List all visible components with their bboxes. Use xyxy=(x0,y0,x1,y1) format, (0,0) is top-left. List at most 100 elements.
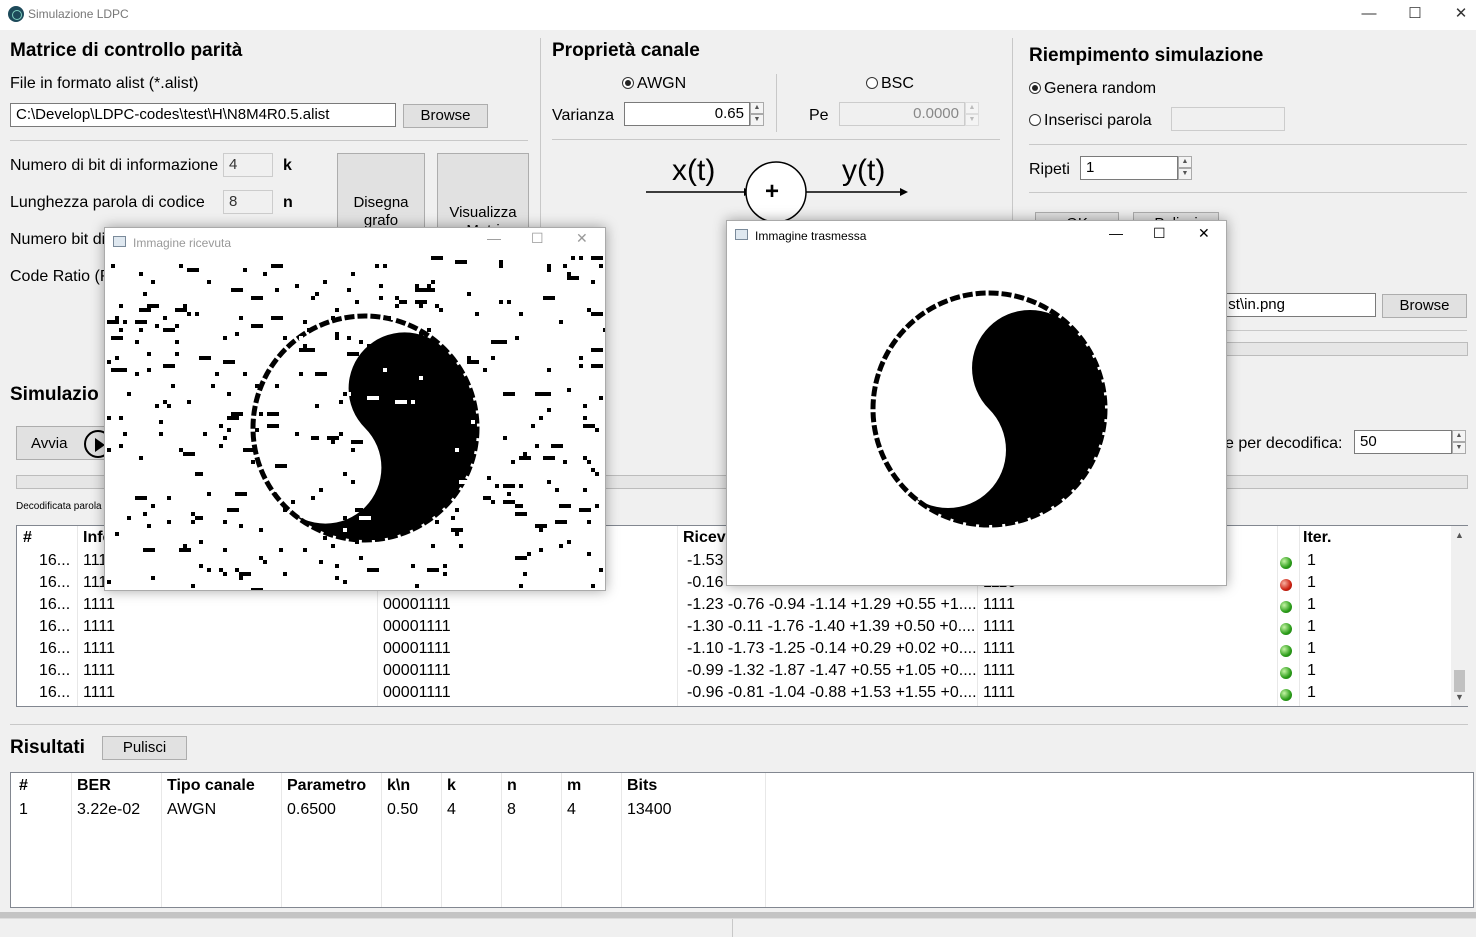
results-header: k xyxy=(447,777,456,794)
received-image-window[interactable]: Immagine ricevuta — ☐ ✕ xyxy=(104,227,606,591)
adder-icon: + xyxy=(765,178,780,205)
results-header: # xyxy=(19,777,28,794)
window-icon xyxy=(735,229,748,240)
results-header: Parametro xyxy=(287,777,367,794)
repeat-up-icon[interactable]: ▲ xyxy=(1178,156,1192,168)
results-cell: 4 xyxy=(447,801,456,818)
matrix-title: Matrice di controllo parità xyxy=(10,40,243,61)
alist-path-input[interactable]: C:\Develop\LDPC-codes\test\H\N8M4R0.5.al… xyxy=(10,103,396,127)
maximize-icon[interactable]: ☐ xyxy=(531,230,544,246)
minimize-icon[interactable]: — xyxy=(487,230,501,246)
cell-info: 1111 xyxy=(83,640,116,657)
variance-up-icon[interactable]: ▲ xyxy=(750,102,764,114)
decoded-word-label: Decodificata parola xyxy=(16,501,102,512)
iterations-input[interactable]: 50 xyxy=(1354,430,1452,454)
success-led-icon xyxy=(1280,667,1292,679)
pe-input: 0.0000 xyxy=(839,102,965,126)
table-scrollbar[interactable]: ▲ ▼ xyxy=(1451,526,1468,706)
results-title: Risultati xyxy=(10,737,85,758)
cell-info: 111 xyxy=(83,552,108,569)
channel-diagram xyxy=(646,161,908,223)
iterations-down-icon[interactable]: ▼ xyxy=(1452,442,1466,454)
cell-num: 16... xyxy=(39,552,71,569)
start-button[interactable]: Avvia xyxy=(16,426,116,460)
close-icon[interactable]: ✕ xyxy=(576,230,588,246)
info-bits-label: Numero di bit di informazione xyxy=(10,157,219,174)
awgn-radio[interactable]: AWGN xyxy=(622,75,686,93)
table-row[interactable]: 16... 1111 00001111 -0.96 -0.81 -1.04 -0.88… xyxy=(17,684,1447,706)
x-signal-label: x(t) xyxy=(672,154,716,187)
word-input xyxy=(1171,107,1285,131)
radio-icon xyxy=(622,77,634,89)
scroll-down-icon[interactable]: ▼ xyxy=(1455,692,1464,702)
table-row[interactable]: 16... 1111 00001111 -1.23 -0.76 -0.94 -1.14… xyxy=(17,596,1447,618)
cell-iter: 1 xyxy=(1307,684,1316,701)
table-row[interactable]: 16... 111 -1.53 1 xyxy=(17,552,1447,574)
cell-coded: 00001111 xyxy=(383,640,451,657)
received-image xyxy=(107,256,605,590)
cell-dec: 1111 xyxy=(983,640,1016,657)
cell-coded: 00001111 xyxy=(383,662,451,679)
view-matrix-button[interactable]: Visualizza Matri xyxy=(437,153,529,239)
close-button[interactable]: ✕ xyxy=(1454,5,1468,22)
info-bits-field: 4 xyxy=(223,153,273,177)
cell-info: 111 xyxy=(83,574,108,591)
cell-coded: 00001111 xyxy=(383,684,451,701)
cell-iter: 1 xyxy=(1307,552,1316,569)
transmitted-image-window[interactable]: Immagine trasmessa — ☐ ✕ xyxy=(726,220,1227,586)
results-cell: 1 xyxy=(19,801,28,818)
maximize-icon[interactable]: ☐ xyxy=(1153,225,1166,241)
results-header: n xyxy=(507,777,517,794)
cell-rx: -0.99 -1.32 -1.87 -1.47 +0.55 +1.05 +0..… xyxy=(687,662,977,679)
awgn-label: AWGN xyxy=(637,75,687,92)
cell-num: 16... xyxy=(39,662,71,679)
random-radio[interactable]: Genera random xyxy=(1029,80,1156,98)
results-cell: 3.22e-02 xyxy=(77,801,141,818)
results-clear-button[interactable]: Pulisci xyxy=(102,736,187,760)
table-row[interactable]: 16... 1111 00001111 -0.99 -1.32 -1.87 -1.47… xyxy=(17,662,1447,684)
alist-file-label: File in formato alist (*.alist) xyxy=(10,75,199,92)
image-browse-button[interactable]: Browse xyxy=(1382,294,1467,318)
start-label: Avvia xyxy=(31,435,68,452)
simulation-title: Simulazio xyxy=(10,384,99,405)
cell-info: 1111 xyxy=(83,618,116,635)
scroll-thumb[interactable] xyxy=(1454,670,1465,692)
cell-rx: -1.30 -0.11 -1.76 -1.40 +1.39 +0.50 +0..… xyxy=(687,618,976,635)
repeat-input[interactable]: 1 xyxy=(1080,156,1178,180)
close-icon[interactable]: ✕ xyxy=(1198,225,1210,241)
radio-icon xyxy=(1029,82,1041,94)
iterations-up-icon[interactable]: ▲ xyxy=(1452,430,1466,442)
minimize-button[interactable]: — xyxy=(1361,5,1377,22)
results-cell: 0.6500 xyxy=(287,801,336,818)
draw-graph-button[interactable]: Disegna grafo xyxy=(337,153,425,229)
cell-iter: 1 xyxy=(1307,662,1316,679)
table-row[interactable]: 16... 1111 00001111 -1.30 -0.11 -1.76 -1.40… xyxy=(17,618,1447,640)
code-ratio-label: Code Ratio (R xyxy=(10,268,112,285)
results-cell: 13400 xyxy=(627,801,672,818)
title-bar: Simulazione LDPC — ☐ ✕ xyxy=(0,0,1476,30)
cell-num: 16... xyxy=(39,574,71,591)
minimize-icon[interactable]: — xyxy=(1109,225,1123,241)
repeat-down-icon[interactable]: ▼ xyxy=(1178,168,1192,180)
splitter[interactable] xyxy=(0,912,1476,918)
radio-icon xyxy=(866,77,878,89)
code-length-label: Lunghezza parola di codice xyxy=(10,194,205,211)
variance-down-icon[interactable]: ▼ xyxy=(750,114,764,126)
table-row[interactable]: 16... 1111 00001111 -1.10 -1.73 -1.25 -0.14… xyxy=(17,640,1447,662)
scroll-up-icon[interactable]: ▲ xyxy=(1455,530,1464,540)
insert-word-radio[interactable]: Inserisci parola xyxy=(1029,112,1152,130)
success-led-icon xyxy=(1280,689,1292,701)
variance-input[interactable]: 0.65 xyxy=(624,102,750,126)
header-received: Ricev xyxy=(683,529,726,546)
alist-browse-button[interactable]: Browse xyxy=(403,104,488,128)
maximize-button[interactable]: ☐ xyxy=(1408,5,1422,22)
bsc-radio[interactable]: BSC xyxy=(866,75,914,93)
code-length-field: 8 xyxy=(223,190,273,214)
cell-rx: -1.10 -1.73 -1.25 -0.14 +0.29 +0.02 +0..… xyxy=(687,640,977,657)
cell-dec: 1111 xyxy=(983,618,1016,635)
parity-bits-label: Numero bit di xyxy=(10,231,106,248)
results-header: k\n xyxy=(387,777,411,794)
cell-num: 16... xyxy=(39,618,71,635)
status-bar xyxy=(0,918,1476,937)
results-table[interactable]: # BER Tipo canale Parametro k\n k n m Bits 1 3.22e… xyxy=(10,772,1474,908)
